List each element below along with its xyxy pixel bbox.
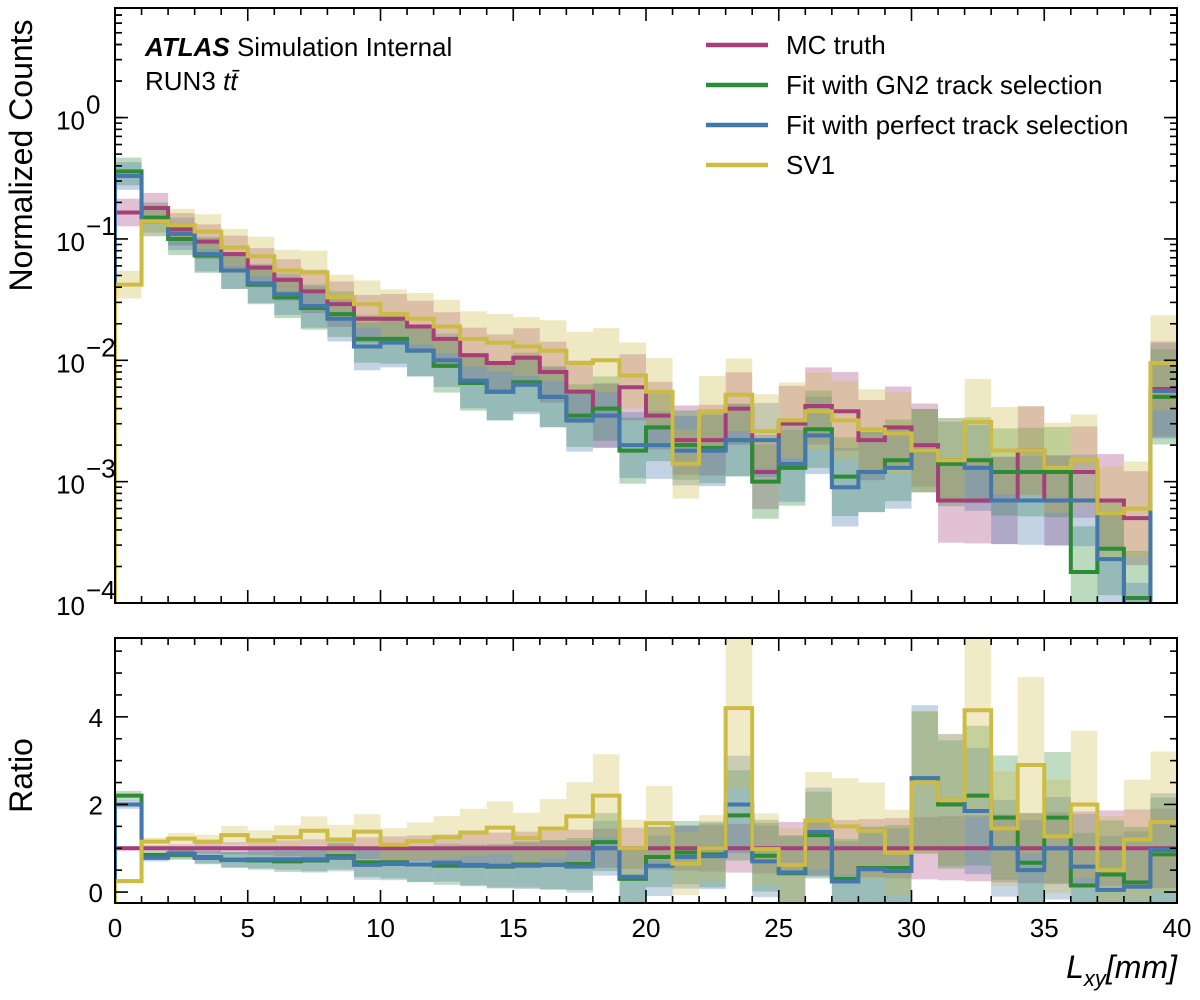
atlas-label: ATLAS Simulation Internal: [144, 32, 452, 62]
x-tick-label: 10: [366, 913, 395, 943]
x-tick-label: 20: [632, 913, 661, 943]
sample-symbol: tt̄: [223, 66, 240, 96]
legend-entry: Fit with perfect track selection: [786, 110, 1128, 140]
y-tick-label-exponent: −4: [86, 575, 116, 605]
legend-entry: MC truth: [786, 30, 886, 60]
uncertainty-band: [884, 828, 912, 903]
ratio-series-lines: [115, 706, 1177, 903]
uncertainty-band: [725, 638, 753, 789]
sample-label: RUN3 tt̄: [145, 66, 240, 96]
x-tick-label: 15: [499, 913, 528, 943]
x-tick-label: 5: [241, 913, 255, 943]
sample-prefix: RUN3: [145, 66, 223, 96]
uncertainty-band: [1017, 812, 1045, 903]
main-y-axis-title: Normalized Counts: [3, 19, 39, 291]
ratio-panel: 0 5 10 15 20 25 30 35 40 0 2 4 Ratio Lxy[mm]: [3, 637, 1192, 991]
x-tick-label: 40: [1163, 913, 1192, 943]
uncertainty-band: [1123, 582, 1151, 603]
series-line: [115, 706, 1177, 903]
series-line: [115, 219, 1177, 603]
y-tick-label: 10: [56, 106, 85, 136]
legend: MC truth Fit with GN2 track selection Fit …: [706, 30, 1128, 180]
main-y-ticks: [115, 7, 1177, 604]
uncertainty-band: [858, 826, 885, 903]
y-tick-label: 10: [56, 591, 85, 621]
uncertainty-band: [1123, 831, 1151, 903]
x-tick-label: 25: [764, 913, 793, 943]
y-tick-label-exponent: −2: [86, 332, 116, 362]
ratio-x-ticks: [114, 638, 1178, 903]
legend-entry: Fit with GN2 track selection: [786, 70, 1102, 100]
series-line: [115, 780, 1177, 903]
y-tick-label: 10: [56, 227, 85, 257]
uncertainty-band: [831, 841, 859, 903]
y-tick-label: 10: [56, 470, 85, 500]
y-tick-label-exponent: −3: [86, 454, 116, 484]
series-line: [115, 174, 1177, 603]
uncertainty-band: [964, 638, 992, 818]
uncertainty-band: [1070, 813, 1098, 903]
y-tick-label: 2: [89, 790, 103, 820]
x-tick-label: 35: [1030, 913, 1059, 943]
legend-entry: SV1: [786, 150, 835, 180]
x-tick-label: 0: [108, 913, 122, 943]
x-axis-title-base: L: [1066, 949, 1084, 985]
uncertainty-band: [858, 827, 885, 903]
uncertainty-band: [1123, 550, 1151, 603]
y-tick-label-exponent: 0: [86, 90, 100, 120]
y-tick-label-exponent: −1: [86, 211, 116, 241]
x-tick-label: 30: [897, 913, 926, 943]
y-tick-label: 4: [89, 703, 103, 733]
series-line: [115, 776, 1177, 903]
x-axis-title: Lxy[mm]: [1066, 949, 1178, 991]
atlas-status: Simulation Internal: [230, 32, 453, 62]
y-tick-label: 10: [56, 348, 85, 378]
atlas-experiment-name: ATLAS: [144, 32, 230, 62]
uncertainty-band: [1070, 526, 1098, 603]
ratio-y-axis-title: Ratio: [3, 738, 39, 813]
ratio-y-ticks: [115, 650, 1177, 893]
x-axis-title-subscript: xy: [1083, 966, 1108, 991]
uncertainty-band: [884, 825, 912, 903]
x-axis-title-unit: [mm]: [1105, 949, 1178, 985]
y-tick-label: 0: [89, 878, 103, 908]
main-series-lines: [115, 169, 1177, 603]
